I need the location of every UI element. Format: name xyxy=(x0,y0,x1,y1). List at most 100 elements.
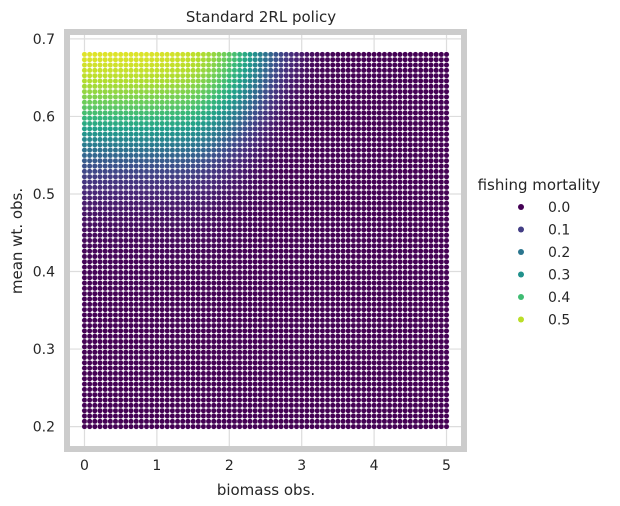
data-point xyxy=(91,72,98,79)
data-point xyxy=(148,333,155,340)
data-point xyxy=(236,343,243,350)
data-point xyxy=(438,131,445,138)
data-point xyxy=(335,237,341,244)
data-point xyxy=(360,189,367,196)
data-point xyxy=(148,120,155,127)
data-point xyxy=(319,248,326,255)
data-point xyxy=(272,391,279,398)
data-point xyxy=(298,131,305,138)
data-point xyxy=(107,253,114,260)
data-point xyxy=(267,413,274,419)
data-point xyxy=(360,381,367,387)
data-point xyxy=(304,423,310,430)
data-point xyxy=(221,322,227,329)
data-point xyxy=(179,136,186,143)
data-point xyxy=(117,136,124,143)
data-point xyxy=(371,226,377,233)
data-point xyxy=(210,131,217,138)
data-point xyxy=(386,301,393,308)
data-point xyxy=(304,296,310,302)
data-point xyxy=(174,62,181,68)
data-point xyxy=(133,99,140,106)
data-point xyxy=(164,253,171,260)
data-point xyxy=(407,157,414,164)
data-point xyxy=(226,205,233,212)
data-point xyxy=(112,359,119,366)
data-point xyxy=(174,322,181,329)
data-point xyxy=(340,296,346,302)
data-point xyxy=(257,147,264,153)
data-point xyxy=(309,211,315,217)
data-point xyxy=(283,189,290,196)
data-point xyxy=(428,221,434,228)
data-point xyxy=(236,237,243,244)
data-point xyxy=(221,381,227,387)
data-point xyxy=(366,104,372,111)
data-point xyxy=(231,333,238,340)
data-point xyxy=(407,232,414,239)
data-point xyxy=(226,269,233,276)
data-point xyxy=(247,205,253,212)
data-point xyxy=(386,200,393,207)
data-point xyxy=(355,125,362,132)
data-point xyxy=(283,253,290,260)
data-point xyxy=(216,99,222,106)
data-point xyxy=(329,88,336,95)
data-point xyxy=(205,168,212,175)
data-point xyxy=(422,189,429,196)
data-point xyxy=(422,354,429,361)
data-point xyxy=(154,226,160,233)
data-point xyxy=(102,200,109,207)
data-point xyxy=(200,407,207,414)
data-point xyxy=(117,312,124,318)
data-point xyxy=(278,232,284,239)
data-point xyxy=(247,242,253,249)
data-point xyxy=(216,349,222,356)
data-point xyxy=(288,147,295,153)
data-point xyxy=(97,67,103,74)
data-point xyxy=(117,285,124,292)
data-point xyxy=(371,381,377,387)
data-point xyxy=(443,184,450,191)
data-point xyxy=(366,72,372,79)
data-point xyxy=(128,131,134,138)
data-point xyxy=(319,354,326,361)
data-point xyxy=(407,381,414,387)
data-point xyxy=(205,306,212,313)
data-point xyxy=(236,168,243,175)
data-point xyxy=(293,423,300,430)
data-point xyxy=(345,83,352,90)
data-point xyxy=(122,312,129,318)
data-point xyxy=(154,83,160,90)
data-point xyxy=(231,381,238,387)
data-point xyxy=(205,141,212,148)
data-point xyxy=(371,110,377,116)
data-point xyxy=(412,386,419,393)
data-point xyxy=(391,264,398,270)
data-point xyxy=(216,157,222,164)
data-point xyxy=(91,173,98,180)
data-point xyxy=(309,195,315,201)
data-point xyxy=(200,147,207,153)
data-point xyxy=(422,343,429,350)
data-point xyxy=(262,258,269,265)
data-point xyxy=(355,375,362,382)
data-point xyxy=(278,349,284,356)
data-point xyxy=(226,211,233,217)
data-point xyxy=(428,418,434,425)
data-point xyxy=(324,115,331,122)
data-point xyxy=(236,413,243,419)
data-point xyxy=(117,407,124,414)
data-point xyxy=(417,184,424,191)
data-point xyxy=(314,370,321,377)
data-point xyxy=(438,184,445,191)
data-point xyxy=(433,375,440,382)
data-point xyxy=(350,221,357,228)
data-point xyxy=(200,359,207,366)
data-point xyxy=(397,115,403,122)
data-point xyxy=(335,333,341,340)
data-point xyxy=(159,338,165,345)
data-point xyxy=(428,407,434,414)
data-point xyxy=(355,290,362,297)
data-point xyxy=(247,338,253,345)
